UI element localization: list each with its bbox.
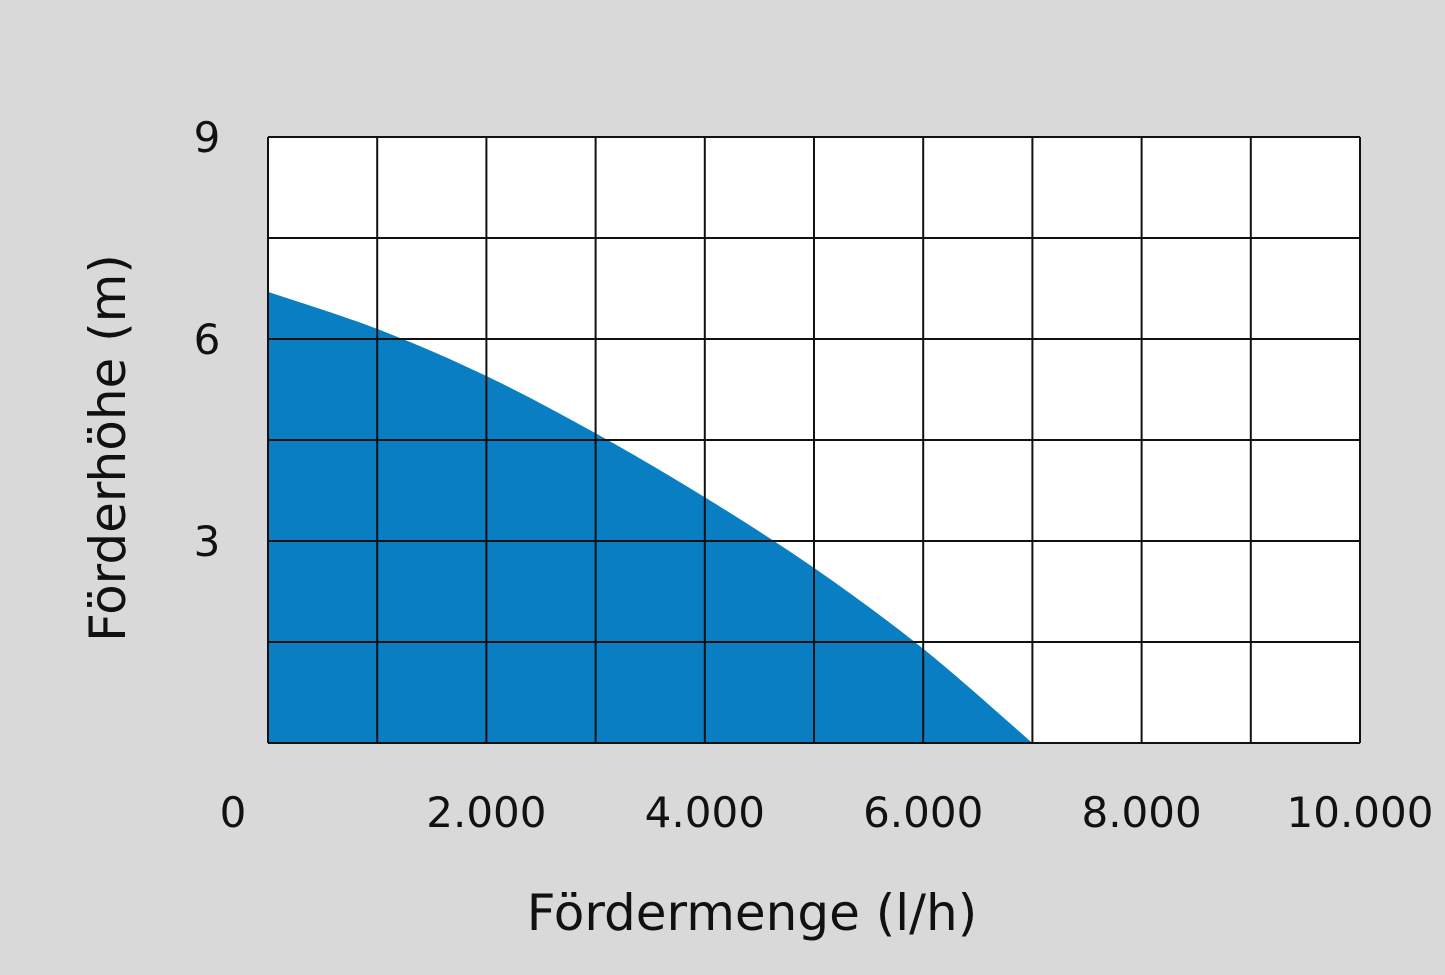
y-tick-labels: 3 6 9 [194, 113, 221, 566]
y-tick-label: 6 [194, 315, 221, 364]
x-tick-label: 10.000 [1287, 788, 1434, 837]
x-tick-labels: 0 2.000 4.000 6.000 8.000 10.000 [220, 788, 1434, 837]
x-tick-label: 4.000 [645, 788, 765, 837]
y-tick-label: 9 [194, 113, 221, 162]
x-tick-label: 8.000 [1081, 788, 1201, 837]
grid [267, 136, 1361, 744]
y-axis-label: Förderhöhe (m) [79, 254, 137, 642]
x-tick-label: 2.000 [426, 788, 546, 837]
x-axis-label: Fördermenge (l/h) [527, 884, 977, 942]
y-tick-label: 3 [194, 517, 221, 566]
performance-area [268, 291, 1033, 743]
x-tick-label: 6.000 [863, 788, 983, 837]
x-tick-label: 0 [220, 788, 247, 837]
